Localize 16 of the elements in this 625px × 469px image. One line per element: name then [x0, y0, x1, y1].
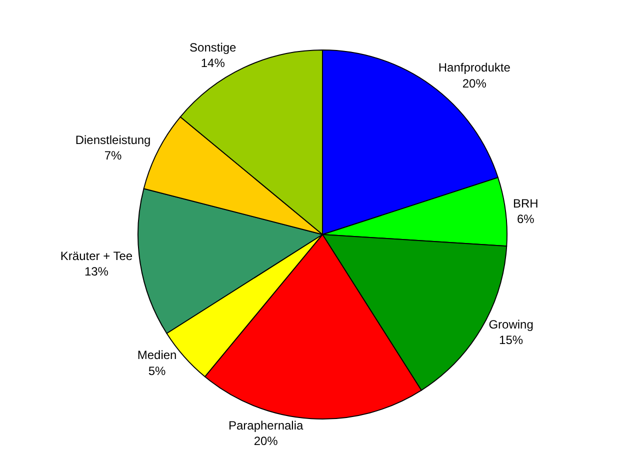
data-label: 5% — [148, 364, 166, 378]
slice-label: Paraphernalia — [228, 418, 304, 433]
data-label: 6% — [516, 212, 535, 226]
slice-label: Sonstige — [190, 40, 237, 55]
slice-label: Dienstleistung — [75, 132, 151, 147]
slice-label: Kräuter + Tee — [60, 248, 133, 263]
slice-label: BRH — [512, 196, 538, 210]
slice-label: Hanfprodukte — [438, 60, 511, 75]
data-label: 20% — [254, 434, 278, 448]
data-label: 20% — [462, 76, 487, 90]
data-label: 13% — [84, 264, 109, 279]
slice-label: Medien — [137, 348, 177, 362]
data-label: 14% — [200, 56, 226, 70]
slice-label: Growing — [488, 317, 534, 332]
data-label: 7% — [104, 148, 122, 162]
data-label: 15% — [499, 333, 524, 348]
